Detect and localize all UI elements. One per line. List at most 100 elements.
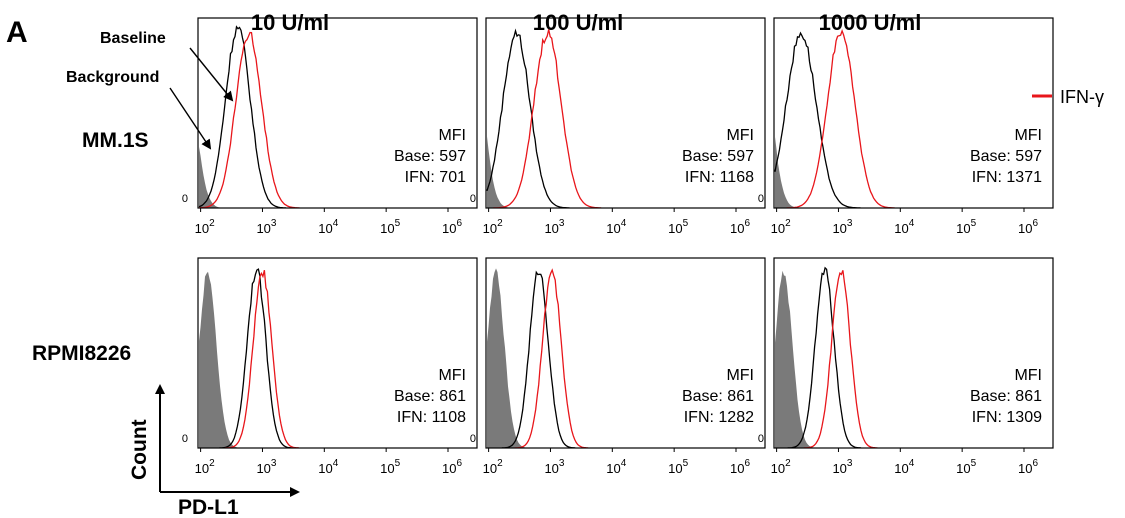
ifn-histogram — [225, 270, 299, 449]
mfi-ifn-value: IFN: 1108 — [397, 409, 466, 426]
x-tick-label: 102 — [195, 458, 215, 476]
mfi-header: MFI — [726, 367, 754, 384]
mfi-base-value: Base: 597 — [970, 148, 1042, 165]
x-tick-exponent: 4 — [333, 218, 339, 229]
histogram-panel: 0 102 103 104 105 106 MFI Base: 861 IFN: 1309 — [758, 257, 1054, 476]
x-tick-label: 106 — [442, 458, 462, 476]
row-label-rpmi8226: RPMI8226 — [32, 342, 131, 365]
baseline-histogram — [774, 31, 861, 209]
ifn-histogram — [514, 268, 589, 449]
x-axis-label: PD-L1 — [178, 496, 239, 518]
legend-label-ifn: IFN-γ — [1060, 87, 1104, 107]
x-tick-exponent: 3 — [559, 218, 565, 229]
x-tick-exponent: 6 — [744, 218, 750, 229]
x-tick-label: 104 — [318, 458, 338, 476]
x-tick-exponent: 2 — [785, 218, 791, 229]
x-tick-label: 102 — [771, 458, 791, 476]
annotation-background: Background — [66, 69, 159, 86]
x-tick-exponent: 2 — [209, 458, 215, 469]
x-tick-label: 104 — [606, 218, 626, 236]
y-axis-label: Count — [128, 419, 151, 480]
zero-tick-label: 0 — [182, 193, 188, 205]
x-tick-exponent: 6 — [456, 458, 462, 469]
x-tick-label: 106 — [1018, 458, 1038, 476]
baseline-histogram — [501, 270, 576, 449]
histogram-panel: 0 102 103 104 105 106 MFI Base: 861 IFN: 1108 — [182, 257, 478, 476]
mfi-ifn-value: IFN: 1371 — [972, 169, 1042, 186]
panel-frame — [773, 17, 1054, 209]
x-tick-exponent: 5 — [683, 218, 689, 229]
x-tick-label: 105 — [956, 218, 976, 236]
panel-frame — [197, 17, 478, 209]
x-tick-exponent: 4 — [909, 458, 915, 469]
x-tick-label: 105 — [956, 458, 976, 476]
zero-tick-label: 0 — [758, 193, 764, 205]
mfi-header: MFI — [438, 367, 466, 384]
x-tick-label: 104 — [318, 218, 338, 236]
background-histogram — [775, 270, 817, 448]
mfi-ifn-value: IFN: 1309 — [972, 409, 1042, 426]
x-tick-exponent: 5 — [395, 218, 401, 229]
baseline-histogram — [219, 268, 293, 449]
x-tick-exponent: 3 — [271, 218, 277, 229]
x-tick-exponent: 2 — [209, 218, 215, 229]
arrow-baseline — [189, 47, 234, 102]
zero-tick-label: 0 — [470, 433, 476, 445]
mfi-header: MFI — [1014, 367, 1042, 384]
zero-tick-label: 0 — [182, 433, 188, 445]
x-tick-label: 103 — [544, 458, 564, 476]
x-tick-label: 105 — [668, 218, 688, 236]
background-histogram — [199, 146, 226, 208]
mfi-base-value: Base: 861 — [970, 388, 1042, 405]
x-tick-label: 104 — [606, 458, 626, 476]
x-tick-label: 102 — [195, 218, 215, 236]
x-tick-exponent: 3 — [559, 458, 565, 469]
x-tick-label: 105 — [668, 458, 688, 476]
row-label-mm1s: MM.1S — [82, 129, 149, 152]
x-tick-exponent: 2 — [785, 458, 791, 469]
x-tick-label: 103 — [256, 458, 276, 476]
arrow-background — [169, 87, 212, 150]
histogram-panel: 0 102 103 104 105 106 MFI Base: 597 IFN: 701 — [182, 17, 478, 236]
histogram-panel: 0 102 103 104 105 106 MFI Base: 597 IFN: 1371 — [758, 17, 1054, 236]
column-header-100: 100 U/ml — [533, 10, 624, 35]
baseline-histogram — [486, 28, 570, 209]
x-tick-label: 102 — [483, 458, 503, 476]
mfi-header: MFI — [1014, 127, 1042, 144]
ifn-histogram — [198, 31, 300, 209]
mfi-ifn-value: IFN: 1168 — [685, 169, 754, 186]
x-tick-label: 104 — [894, 458, 914, 476]
x-tick-exponent: 6 — [456, 218, 462, 229]
x-tick-exponent: 5 — [395, 458, 401, 469]
x-tick-label: 102 — [771, 218, 791, 236]
x-tick-label: 103 — [832, 218, 852, 236]
x-tick-exponent: 6 — [1032, 458, 1038, 469]
x-tick-exponent: 5 — [971, 458, 977, 469]
column-header-10: 10 U/ml — [251, 10, 329, 35]
background-histogram — [775, 137, 802, 208]
x-tick-label: 105 — [380, 458, 400, 476]
x-tick-label: 103 — [832, 458, 852, 476]
x-tick-label: 104 — [894, 218, 914, 236]
x-tick-exponent: 3 — [847, 458, 853, 469]
zero-tick-label: 0 — [470, 193, 476, 205]
panel-frame — [485, 257, 766, 449]
panel-frame — [485, 17, 766, 209]
x-tick-exponent: 2 — [497, 218, 503, 229]
background-histogram — [487, 268, 529, 448]
x-tick-exponent: 6 — [744, 458, 750, 469]
x-tick-label: 106 — [730, 458, 750, 476]
x-tick-exponent: 5 — [971, 218, 977, 229]
x-tick-label: 106 — [730, 218, 750, 236]
x-tick-exponent: 4 — [621, 458, 627, 469]
mfi-ifn-value: IFN: 701 — [405, 169, 466, 186]
annotation-baseline: Baseline — [100, 30, 166, 47]
mfi-base-value: Base: 861 — [682, 388, 754, 405]
x-tick-exponent: 5 — [683, 458, 689, 469]
ifn-histogram — [803, 270, 878, 449]
mfi-base-value: Base: 597 — [682, 148, 754, 165]
panel-frame — [197, 257, 478, 449]
baseline-histogram — [787, 266, 862, 449]
x-tick-exponent: 4 — [333, 458, 339, 469]
